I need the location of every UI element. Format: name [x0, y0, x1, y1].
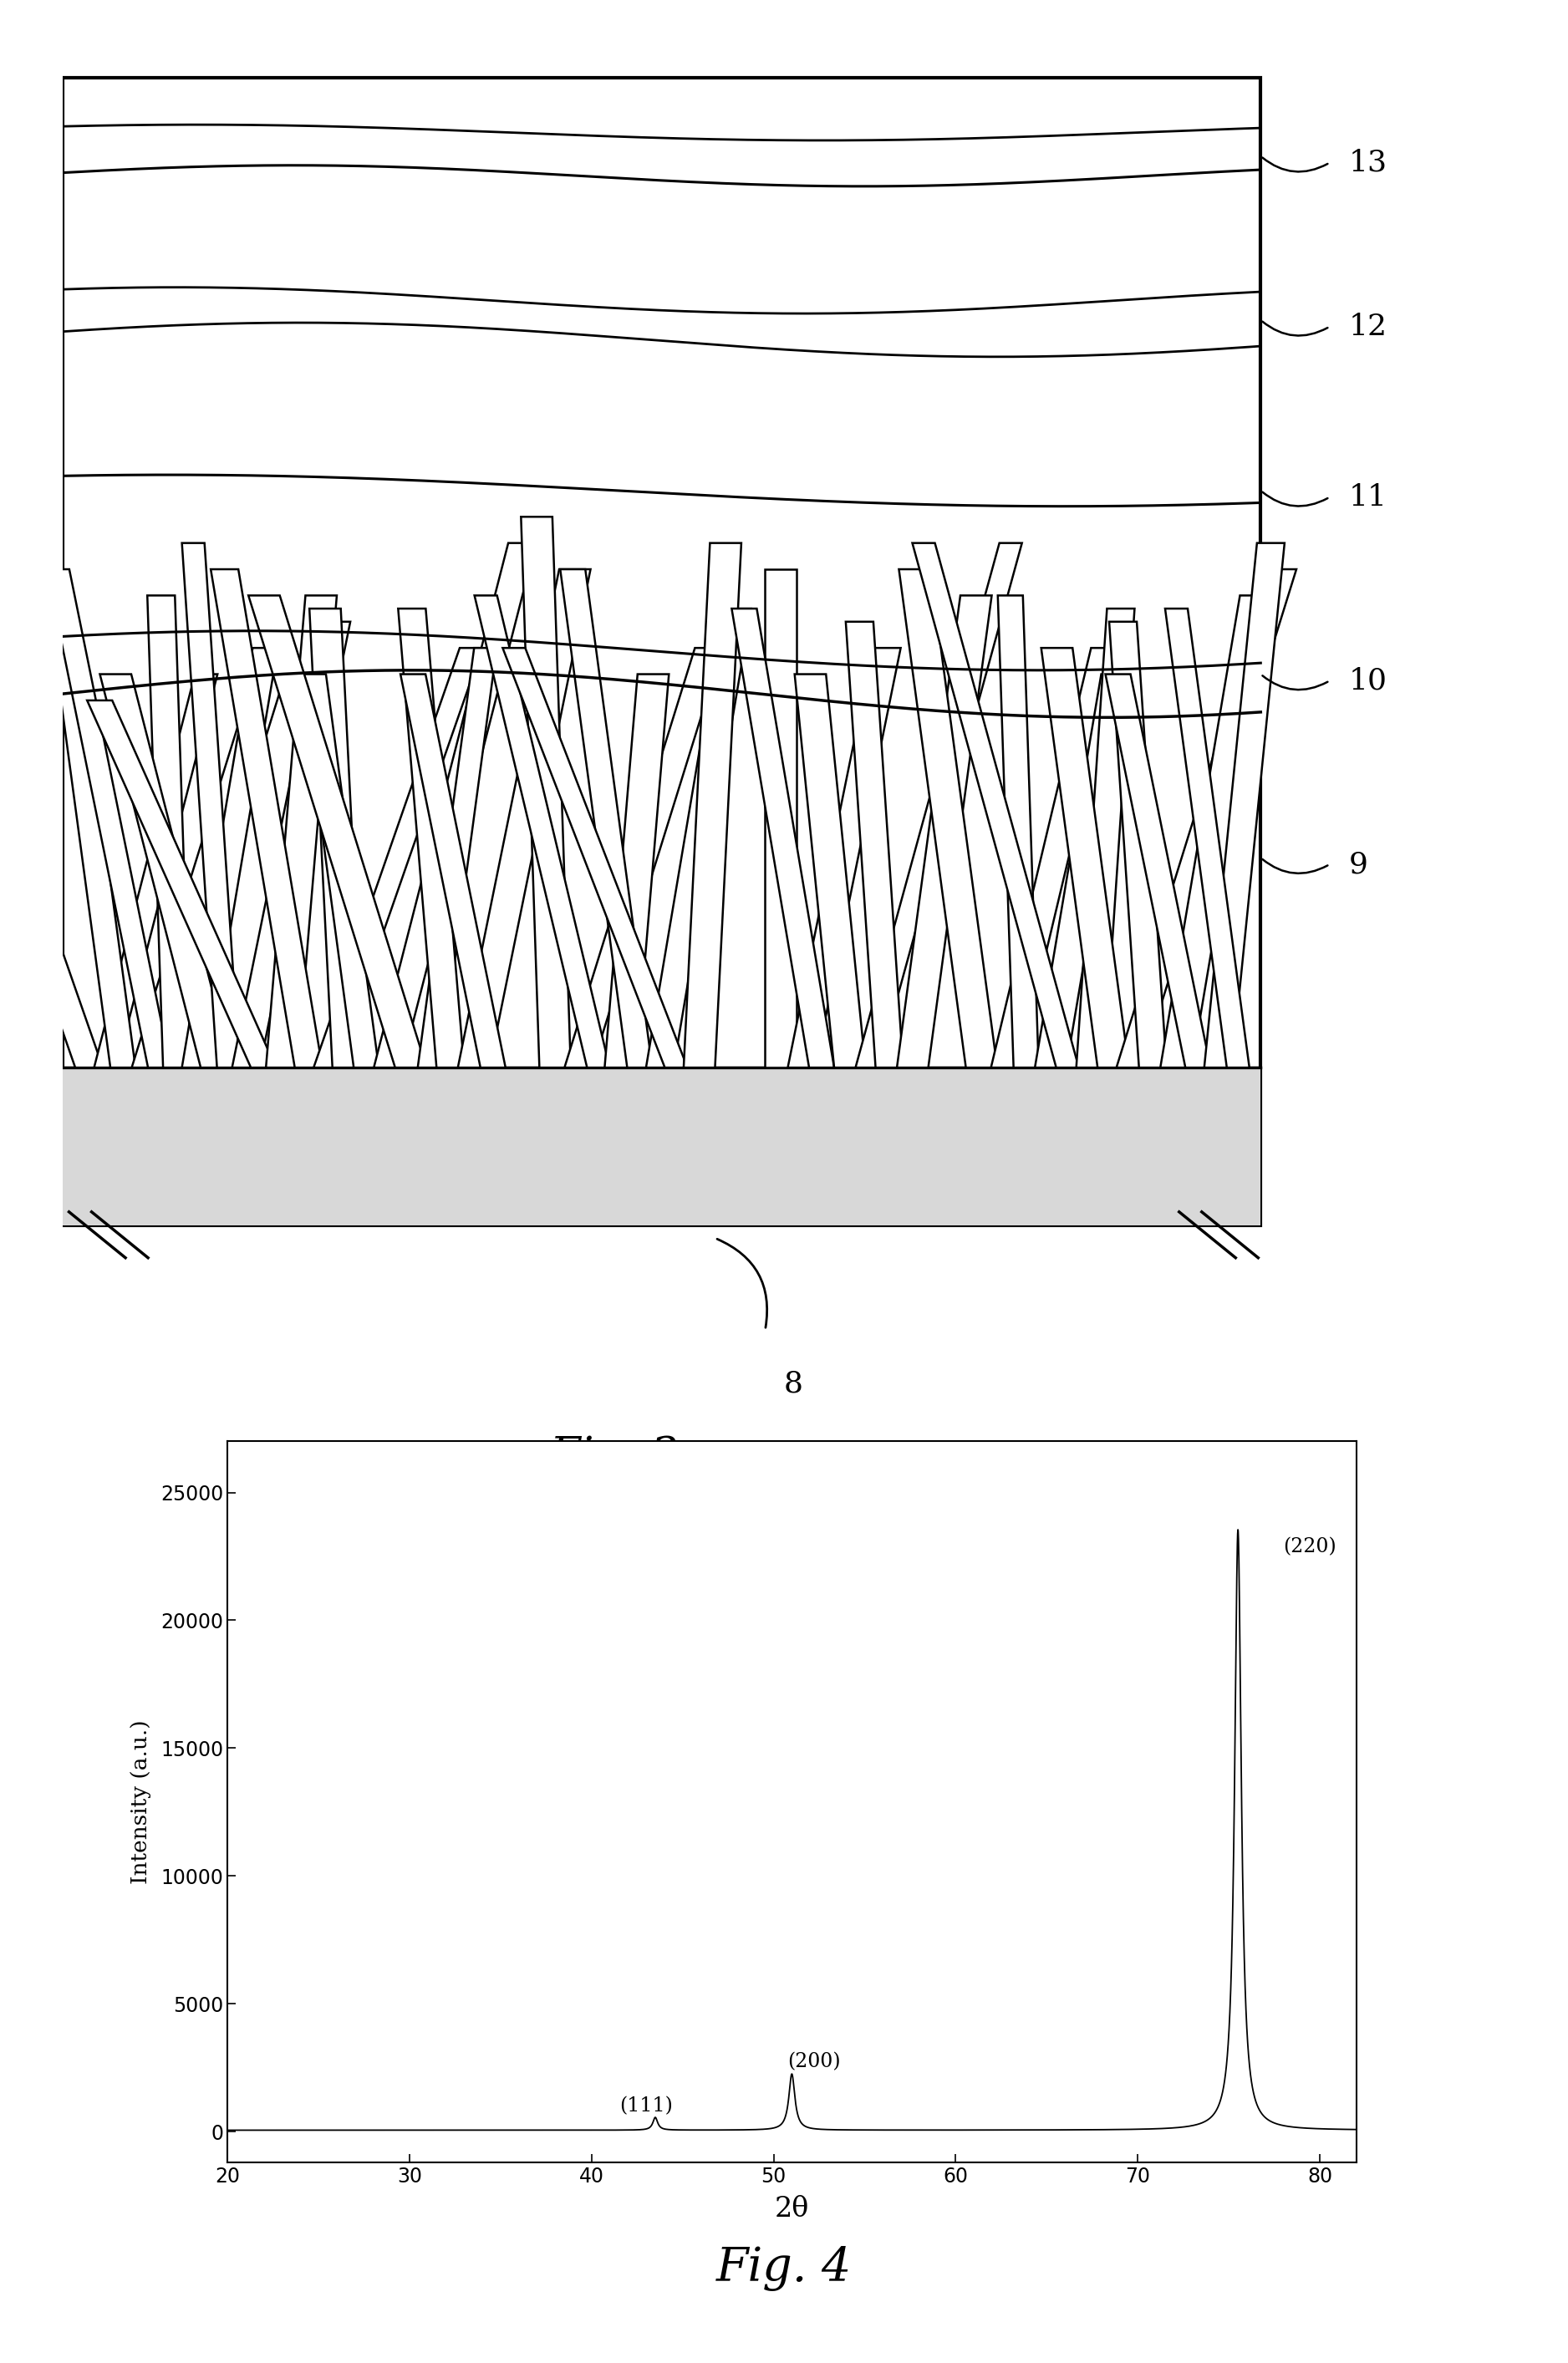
Text: (220): (220): [1284, 1538, 1338, 1557]
Text: 12: 12: [1348, 312, 1388, 340]
Polygon shape: [1204, 543, 1284, 1068]
Polygon shape: [1160, 595, 1272, 1068]
Polygon shape: [147, 595, 191, 1068]
Polygon shape: [845, 621, 903, 1068]
Polygon shape: [309, 610, 364, 1068]
Text: Fig. 4: Fig. 4: [717, 2245, 851, 2292]
Polygon shape: [1076, 610, 1135, 1068]
Polygon shape: [795, 673, 866, 1068]
Polygon shape: [787, 647, 900, 1068]
Text: (111): (111): [619, 2096, 673, 2115]
FancyBboxPatch shape: [63, 78, 1261, 1224]
Polygon shape: [898, 569, 997, 1068]
Text: 8: 8: [784, 1368, 803, 1397]
Polygon shape: [458, 569, 591, 1068]
Polygon shape: [49, 610, 135, 1068]
Text: 11: 11: [1348, 482, 1388, 510]
Text: (200): (200): [787, 2051, 840, 2072]
Polygon shape: [267, 595, 337, 1068]
Polygon shape: [991, 647, 1118, 1068]
Polygon shape: [560, 569, 652, 1068]
Polygon shape: [314, 647, 483, 1068]
Polygon shape: [475, 595, 610, 1068]
Polygon shape: [646, 610, 751, 1068]
Polygon shape: [503, 647, 687, 1068]
Polygon shape: [1035, 673, 1132, 1068]
Text: 10: 10: [1348, 666, 1388, 695]
Polygon shape: [0, 636, 103, 1068]
Polygon shape: [897, 595, 991, 1068]
Polygon shape: [100, 673, 232, 1068]
Polygon shape: [1109, 621, 1167, 1068]
Text: Fig. 3: Fig. 3: [550, 1434, 679, 1477]
Text: 13: 13: [1348, 149, 1388, 177]
Polygon shape: [1116, 569, 1297, 1068]
Polygon shape: [248, 595, 426, 1068]
Polygon shape: [732, 610, 834, 1068]
Y-axis label: Intensity (a.u.): Intensity (a.u.): [130, 1720, 151, 1883]
Polygon shape: [913, 543, 1079, 1068]
Polygon shape: [88, 699, 276, 1068]
Polygon shape: [301, 673, 379, 1068]
Bar: [63, 1068, 1261, 1224]
Polygon shape: [132, 647, 293, 1068]
Polygon shape: [1041, 647, 1129, 1068]
Polygon shape: [765, 569, 797, 1068]
Polygon shape: [417, 647, 497, 1068]
Text: 9: 9: [1348, 851, 1367, 879]
X-axis label: 2θ: 2θ: [775, 2195, 809, 2221]
Polygon shape: [564, 647, 723, 1068]
Polygon shape: [398, 610, 464, 1068]
Polygon shape: [210, 569, 323, 1068]
Polygon shape: [182, 543, 240, 1068]
Polygon shape: [997, 595, 1038, 1068]
Polygon shape: [94, 673, 218, 1068]
Polygon shape: [1165, 610, 1250, 1068]
Polygon shape: [400, 673, 505, 1068]
Polygon shape: [605, 673, 670, 1068]
Polygon shape: [1105, 673, 1210, 1068]
Polygon shape: [521, 517, 571, 1068]
Polygon shape: [47, 569, 171, 1068]
Polygon shape: [182, 647, 278, 1068]
Polygon shape: [232, 621, 350, 1068]
Polygon shape: [373, 543, 536, 1068]
Polygon shape: [856, 543, 1022, 1068]
Polygon shape: [684, 543, 742, 1068]
